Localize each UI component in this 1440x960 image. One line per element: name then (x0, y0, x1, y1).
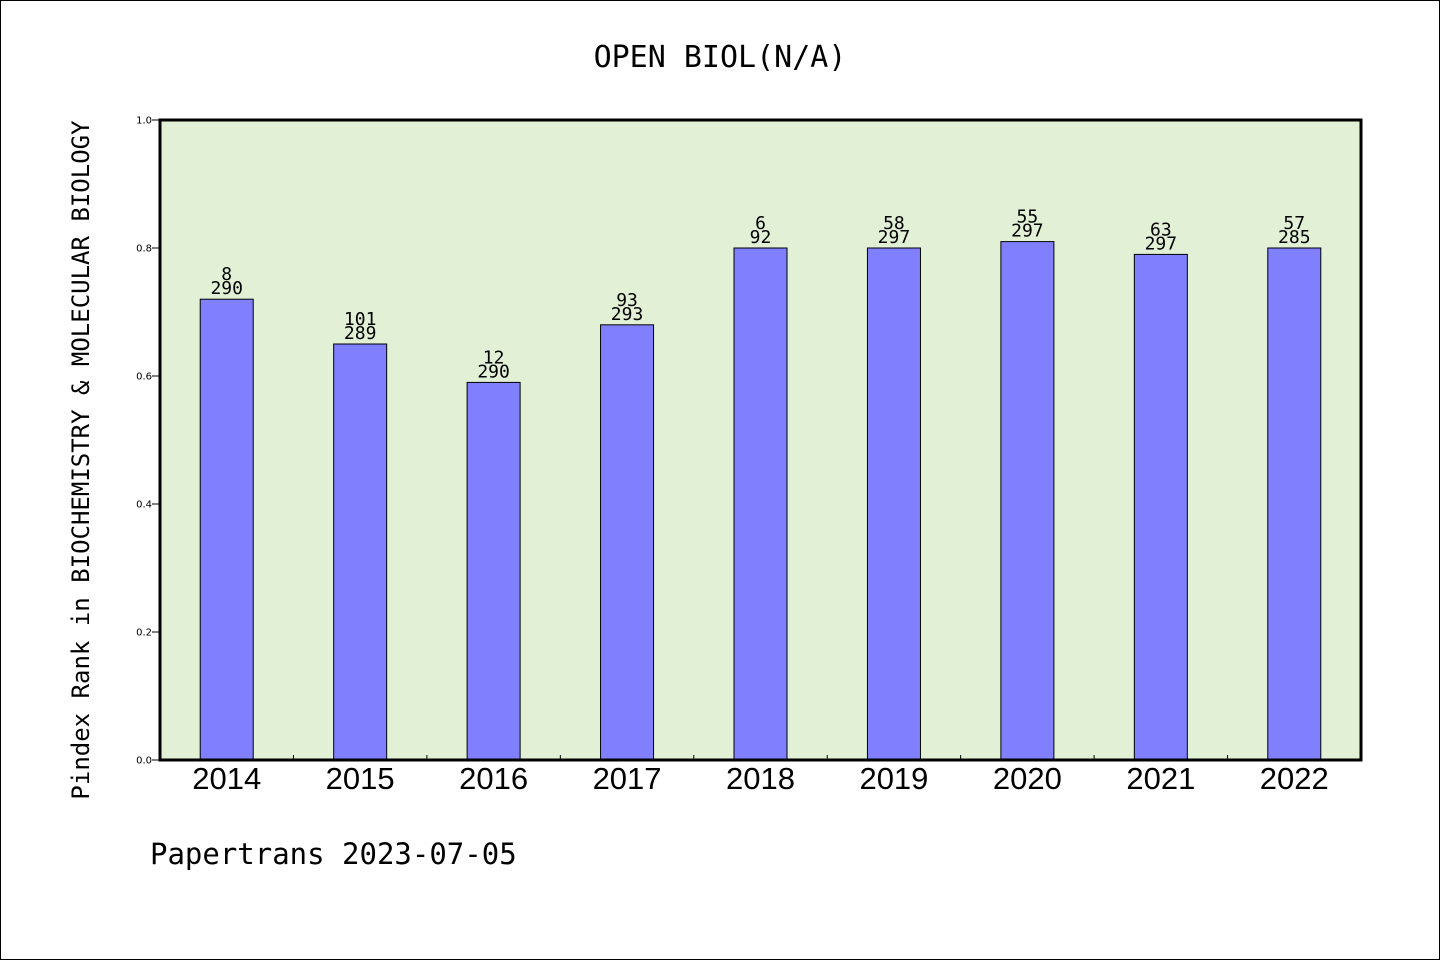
bar (466, 381, 521, 761)
y-tick-label: 0.2 (136, 628, 152, 639)
bar-label-total: 297 (1011, 221, 1044, 242)
bar-label-rank: 12 (483, 347, 505, 368)
y-tick-label: 0.6 (136, 372, 152, 383)
bar-label-rank: 58 (883, 213, 905, 234)
bar-label-total: 293 (611, 304, 644, 325)
bars (199, 241, 1322, 761)
y-tick-label: 1.0 (136, 116, 152, 127)
bar (333, 343, 388, 761)
bar-label-rank: 8 (221, 264, 232, 285)
bar-label-total: 289 (344, 323, 377, 344)
bar-label-total: 92 (750, 227, 772, 248)
chart-title: OPEN BIOL(N/A) (594, 40, 847, 75)
y-tick-label: 0.0 (136, 756, 152, 767)
bar (1000, 241, 1055, 761)
y-axis: 0.0 0.2 0.4 0.6 0.8 1.0 (136, 116, 160, 767)
x-tick-label: 2018 (726, 761, 795, 796)
bar (733, 247, 788, 761)
bar-label-total: 290 (210, 278, 243, 299)
bar (1133, 253, 1188, 761)
x-tick-label: 2016 (459, 761, 528, 796)
bar-label-rank: 57 (1283, 213, 1305, 234)
x-tick-label: 2021 (1126, 761, 1195, 796)
x-tick-label: 2014 (192, 761, 261, 796)
bar-label-rank: 101 (344, 309, 377, 330)
y-axis-label: Pindex Rank in BIOCHEMISTRY & MOLECULAR … (67, 120, 95, 800)
bar-label-rank: 6 (755, 213, 766, 234)
bar-label-rank: 55 (1017, 207, 1039, 228)
bar (600, 324, 655, 761)
bar-label-rank: 93 (616, 290, 638, 311)
x-tick-label: 2022 (1260, 761, 1329, 796)
bar (1267, 247, 1322, 761)
bar-label-total: 290 (477, 361, 510, 382)
y-tick-label: 0.8 (136, 244, 152, 255)
bar-label-rank: 63 (1150, 219, 1172, 240)
bar-label-total: 297 (1145, 233, 1178, 254)
bar-label-total: 297 (878, 227, 911, 248)
plot-border (158, 118, 1363, 762)
x-tick-label: 2019 (859, 761, 928, 796)
x-axis: 2014 2015 2016 2017 2018 2019 2020 2021 2022 (192, 755, 1329, 796)
x-tick-label: 2015 (326, 761, 395, 796)
bar (866, 247, 921, 761)
x-tick-label: 2017 (593, 761, 662, 796)
bar-label-total: 285 (1278, 227, 1311, 248)
bar (199, 298, 254, 761)
footer-text: Papertrans 2023-07-05 (150, 837, 517, 871)
y-tick-label: 0.4 (136, 500, 152, 511)
x-tick-label: 2020 (993, 761, 1062, 796)
